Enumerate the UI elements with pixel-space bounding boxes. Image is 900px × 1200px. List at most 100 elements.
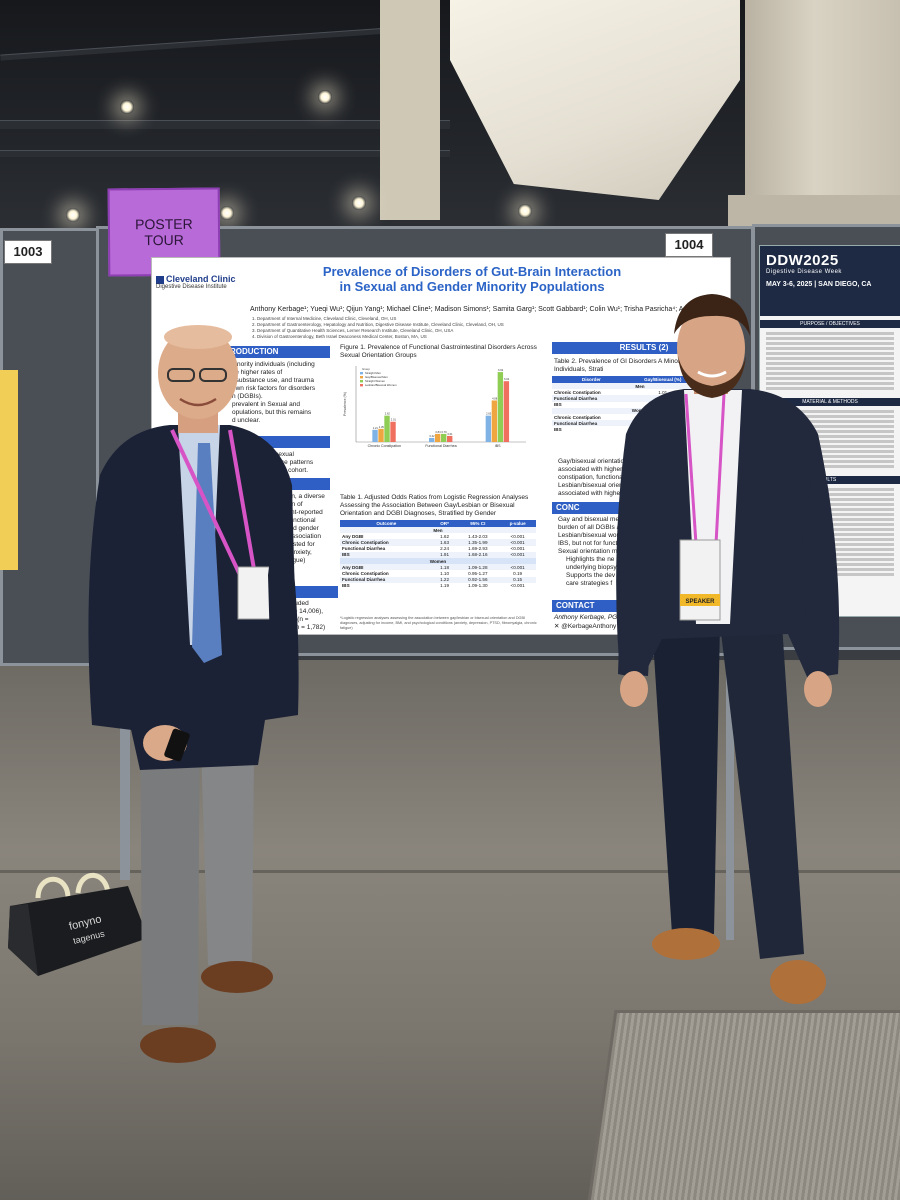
board-leg	[120, 650, 130, 880]
methods-line: Program, a diverse	[270, 493, 325, 500]
conclusion-line: IBS, but not for functio	[558, 540, 623, 547]
table-header-cell: Gay/Bisexual (%)	[630, 376, 695, 383]
bar-lesbian-bisexual-women	[447, 435, 453, 442]
intro-line: ce higher rates of	[232, 369, 283, 376]
bar-straight-women	[384, 415, 390, 442]
results2-line: Gay/bisexual orientation	[558, 458, 628, 465]
table-cell: <0.001	[499, 539, 536, 546]
affiliation: 3. Department of Quantitative Health Sci…	[252, 328, 454, 333]
table-cell: 1.09-1.28	[456, 564, 500, 571]
bar-data-label: 0.42	[429, 434, 435, 438]
affiliation: 4. Division of Gastroenterology, Beth Is…	[252, 334, 427, 339]
legend-swatch	[360, 380, 363, 383]
bar-gay-bisexual-men	[491, 400, 498, 442]
table-header-cell: Disorder	[552, 376, 631, 383]
figure1-title: Figure 1. Prevalence of Functional Gastr…	[340, 344, 537, 359]
methods-line: ation and gender	[270, 525, 319, 532]
x-tick-label: IBS	[495, 444, 501, 448]
table-cell: IBS	[554, 426, 562, 432]
table-cell: 0.19	[513, 570, 523, 576]
table-cell: 1.10	[440, 570, 450, 576]
table-cell: 2.24	[440, 546, 450, 552]
bar-straight-men	[429, 437, 435, 442]
table-cell: Chronic Constipation	[342, 570, 389, 576]
bar-data-label: 4.08	[492, 396, 498, 400]
bar-data-label: 0.79	[441, 430, 447, 434]
poster-affiliations: 1. Department of Internal Medicine, Clev…	[252, 316, 552, 340]
bar-straight-women	[497, 372, 504, 442]
legend-entry: Gay/Bisexual Men	[365, 375, 388, 379]
table-row: Chronic Constipation 1.10 0.95-1.27 0.19	[340, 570, 536, 576]
results2-line: Lesbian/bisexual orienta	[558, 482, 629, 489]
table-cell: Any DGBI	[342, 533, 364, 539]
table-cell: 1.68-2.16	[456, 551, 500, 558]
legend-title: Group	[362, 367, 370, 371]
table1-footnote: *Logistic regression analyses assessing …	[340, 616, 537, 630]
legend-entry: Straight Men	[365, 371, 381, 375]
bar-data-label: 0.61	[447, 432, 453, 436]
ddw-section-purpose: PURPOSE / OBJECTIVES	[760, 320, 900, 328]
table-cell: 1.18	[432, 564, 457, 571]
intro-line: d unclear.	[232, 417, 261, 424]
conclusion-line: Lesbian/bisexual wome	[558, 532, 626, 539]
bar-data-label: 2.62	[385, 412, 391, 416]
table-cell: <0.001	[510, 546, 525, 552]
table-header-cell: p-value	[499, 520, 536, 527]
table-cell: IBS	[342, 583, 350, 589]
table-group-row: Women	[340, 557, 536, 565]
results2-line: constipation, functional o	[558, 474, 630, 481]
legend-swatch	[360, 384, 363, 387]
table-cell: 0.92-1.56	[456, 576, 500, 583]
table-cell: 1.19	[440, 583, 450, 589]
y-axis-label: Prevalence (%)	[343, 392, 347, 416]
speaker-ribbon: SPEAKER	[685, 599, 715, 605]
table-cell: Functional Diarrhea	[552, 420, 631, 427]
table-cell: 0.15	[499, 576, 536, 583]
table-cell: 1.22	[432, 576, 457, 583]
bar-data-label: 2.65	[486, 412, 492, 416]
methods-line: ia patient-reported	[270, 509, 323, 516]
tote-bag: fonyno tagenus	[8, 872, 148, 976]
table-row: Any DGBI 1.62 1.43-2.03 <0.001	[340, 533, 536, 539]
table-cell: 1.69-2.93	[468, 546, 488, 552]
logo-cross-icon	[156, 275, 164, 284]
ddw-logo-sub: Digestive Disease Week	[766, 269, 842, 275]
conclusion-line: care strategies f	[566, 580, 613, 587]
table-cell: <0.001	[499, 551, 536, 558]
contact-handle: ✕ @KerbageAnthony	[554, 623, 617, 630]
table1: Outcome OR* 95% CI p-value Men Any DGBI 1.62 1.…	[340, 520, 536, 589]
intro-text: ninority individuals (including ce highe…	[232, 361, 332, 425]
conclusion-line: underlying biopsy	[566, 564, 617, 571]
results2-line: associated with higher o	[558, 466, 628, 473]
contact-name: Anthony Kerbage, PG	[554, 614, 618, 621]
legend-swatch	[360, 372, 363, 375]
legend-entry: Straight Women	[365, 379, 385, 383]
table-header-cell: 95% CI	[456, 520, 500, 527]
intro-line: n (DGBIs).	[232, 393, 263, 400]
table-cell: 1.63	[432, 539, 457, 546]
table-header-cell: Outcome	[340, 520, 433, 527]
ceiling-light	[518, 204, 532, 218]
table-cell: 1.91	[432, 551, 457, 558]
bar-gay-bisexual-men	[435, 433, 441, 442]
bar-data-label: 6.04	[504, 377, 510, 381]
ddw-section-results: ULTS	[760, 476, 900, 484]
ddw-header: DDW2025 Digestive Disease Week MAY 3-6, 2…	[760, 246, 900, 316]
table-row: IBS 1.19 1.09-1.30 <0.001	[340, 583, 536, 589]
ceiling-light	[352, 196, 366, 210]
table-group-label: Men	[340, 527, 536, 534]
ceiling-light	[66, 208, 80, 222]
table-header-cell: OR*	[432, 520, 457, 527]
ceiling-light	[220, 206, 234, 220]
ddw-logo-text: DDW2025	[766, 252, 839, 269]
results-line: % (n = 1,782)	[286, 624, 326, 631]
person-left-older-man	[88, 325, 299, 1063]
table-row: Functional Diarrhea 1.22 0.92-1.56 0.15	[340, 576, 536, 583]
table-cell: Functional Diarrhea	[552, 395, 631, 402]
bar-lesbian-bisexual-women	[503, 381, 510, 442]
table-header-row: Outcome OR* 95% CI p-value	[340, 520, 536, 527]
conclusion-line: Highlights the ne	[566, 556, 615, 563]
table-cell: Functional Diarrhea	[340, 576, 433, 583]
table-cell: 1.35-1.99	[456, 539, 500, 546]
